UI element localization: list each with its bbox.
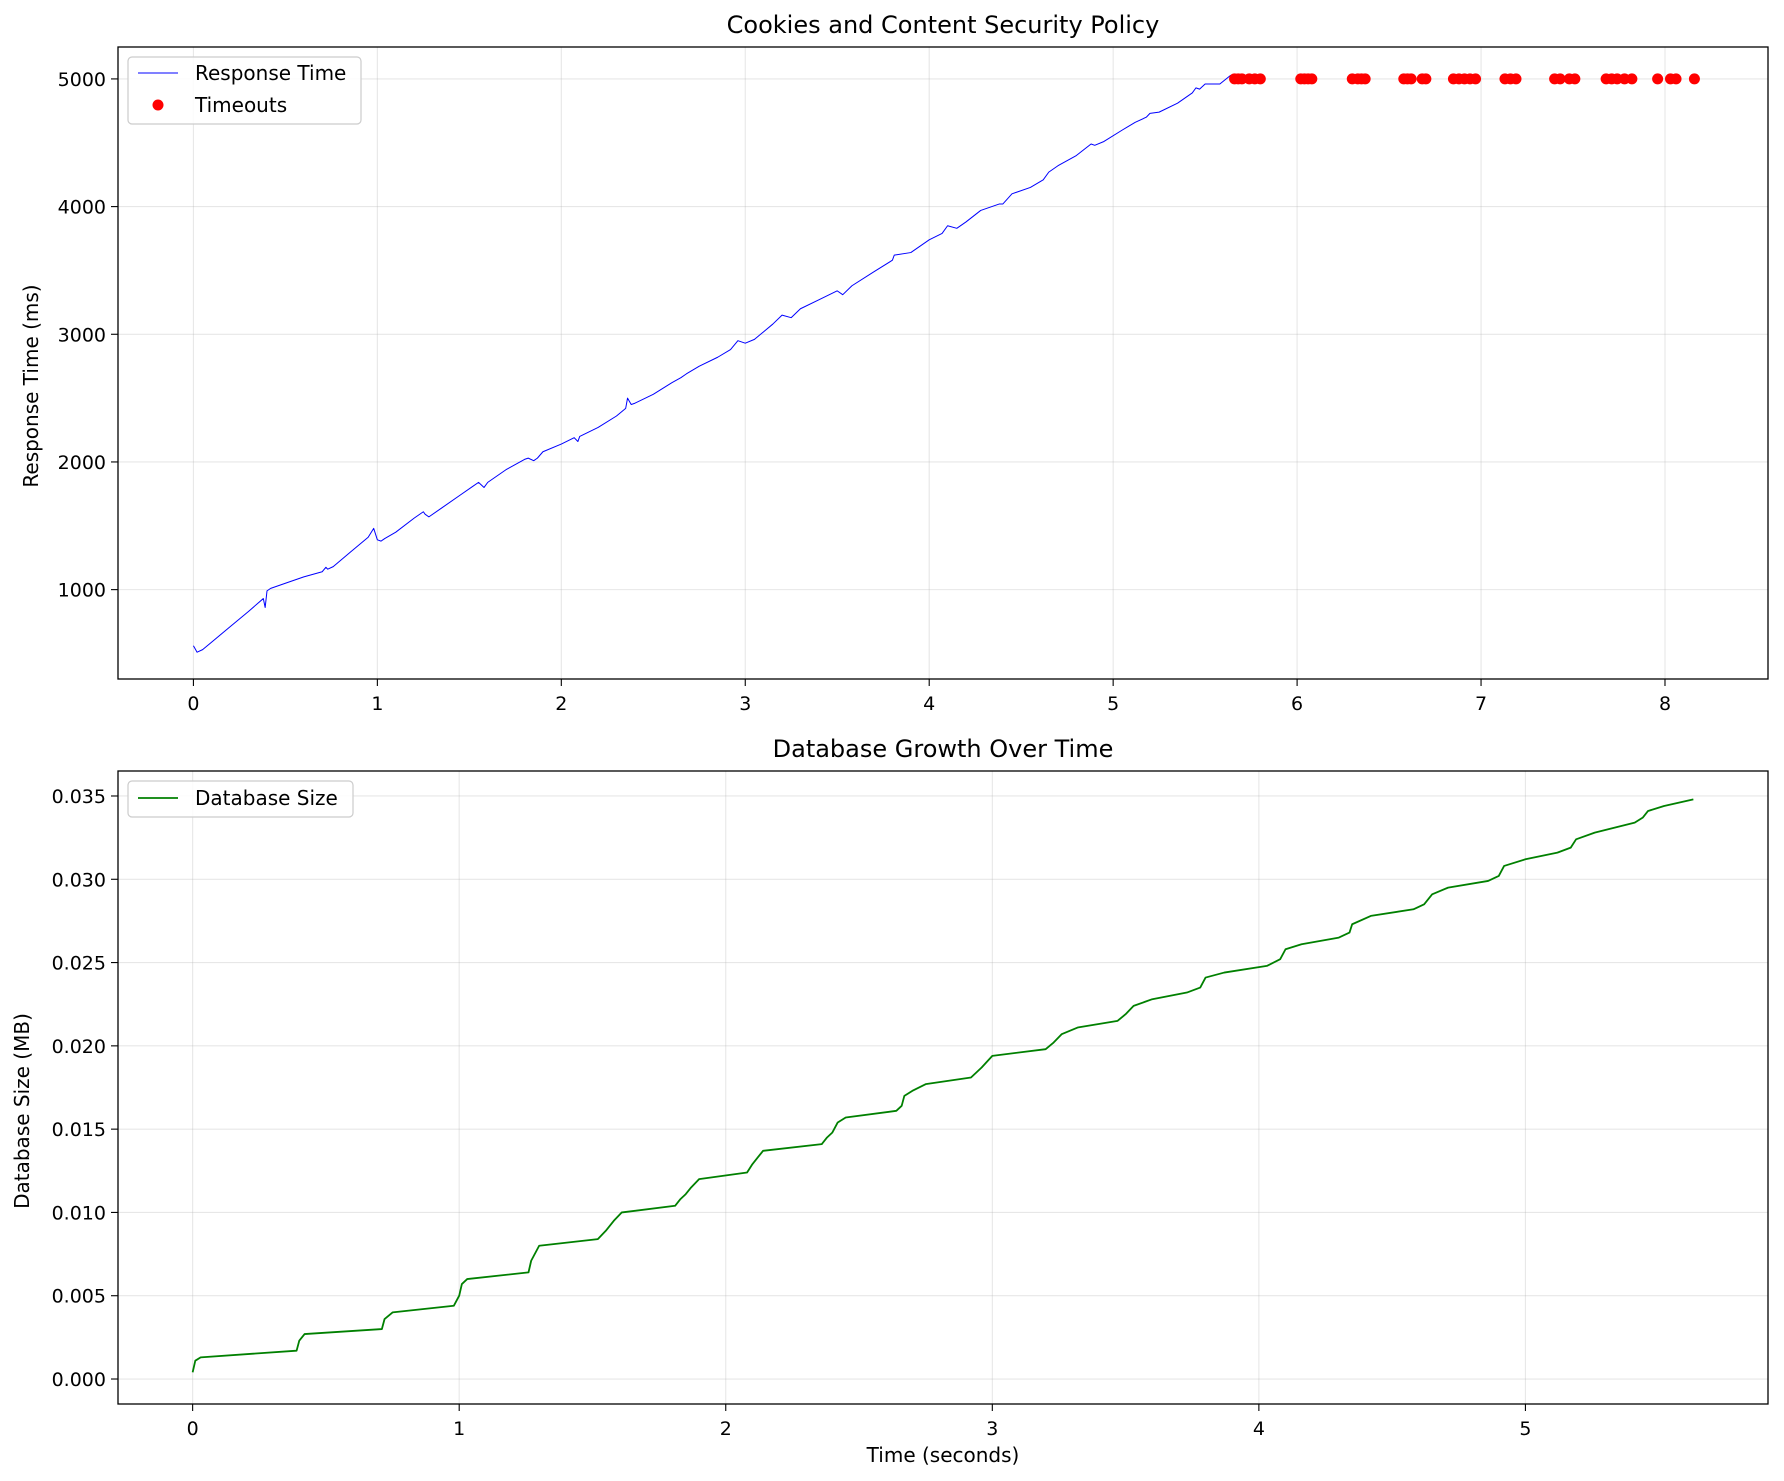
x-tick-label: 4 <box>923 693 935 715</box>
y-tick-label: 0.035 <box>52 786 106 808</box>
x-tick-label: 2 <box>720 1418 732 1440</box>
timeouts-point <box>1254 73 1266 85</box>
x-tick-label: 8 <box>1659 693 1671 715</box>
timeouts-point <box>1554 73 1566 85</box>
timeouts-point <box>1688 73 1700 85</box>
database-growth-grid <box>118 771 1768 1404</box>
y-tick-label: 0.025 <box>52 953 106 975</box>
timeouts-point <box>1670 73 1682 85</box>
y-tick-label: 0.000 <box>52 1369 106 1391</box>
time-x-axis-label: Time (seconds) <box>866 1443 1020 1467</box>
timeouts-point <box>1405 73 1417 85</box>
timeouts-legend-label: Timeouts <box>194 93 287 117</box>
y-tick-label: 3000 <box>58 324 106 346</box>
y-tick-label: 0.005 <box>52 1286 106 1308</box>
database-size-legend: Database Size <box>127 780 354 818</box>
timeouts-point <box>1470 73 1482 85</box>
response-time-line <box>192 74 1232 653</box>
response-time-ticks: 0 1 2 3 4 5 6 7 8 1000 2000 3000 4000 5000 <box>58 69 1671 715</box>
x-tick-label: 7 <box>1475 693 1487 715</box>
x-tick-label: 5 <box>1519 1418 1531 1440</box>
y-tick-label: 5000 <box>58 69 106 91</box>
y-tick-label: 2000 <box>58 452 106 474</box>
database-growth-ticks: 0 1 2 3 4 5 0.000 0.005 0.010 0.015 0.020 0.025 0.03… <box>52 786 1532 1440</box>
x-tick-label: 5 <box>1107 693 1119 715</box>
response-time-legend-box <box>127 56 362 125</box>
database-growth-title: Database Growth Over Time <box>773 735 1114 763</box>
y-tick-label: 0.020 <box>52 1036 106 1058</box>
timeouts-point <box>1359 73 1371 85</box>
database-size-line <box>191 798 1694 1373</box>
response-time-panel: Cookies and Content Security Policy Resp… <box>19 11 1769 715</box>
x-tick-label: 6 <box>1291 693 1303 715</box>
y-tick-label: 0.030 <box>52 869 106 891</box>
timeouts-point <box>1626 73 1638 85</box>
response-time-legend-label: Response Time <box>195 61 346 85</box>
timeouts-legend-marker <box>152 99 164 111</box>
database-growth-panel: Database Growth Over Time Database Size … <box>10 735 1769 1467</box>
response-time-plot-frame <box>117 46 1769 680</box>
response-time-grid <box>118 47 1768 679</box>
y-tick-label: 0.010 <box>52 1202 106 1224</box>
x-tick-label: 0 <box>187 1418 199 1440</box>
x-tick-label: 4 <box>1253 1418 1265 1440</box>
timeouts-point <box>1652 73 1664 85</box>
y-tick-label: 0.015 <box>52 1119 106 1141</box>
response-time-marks <box>192 73 1700 653</box>
database-size-y-axis-label: Database Size (MB) <box>10 1013 34 1209</box>
x-tick-label: 3 <box>986 1418 998 1440</box>
database-growth-marks <box>191 798 1694 1373</box>
response-time-y-axis-label: Response Time (ms) <box>19 284 43 487</box>
x-tick-label: 1 <box>453 1418 465 1440</box>
database-size-legend-label: Database Size <box>195 786 338 810</box>
x-tick-label: 2 <box>555 693 567 715</box>
x-tick-label: 1 <box>371 693 383 715</box>
database-size-legend-box <box>127 780 354 818</box>
database-growth-plot-frame <box>117 770 1769 1405</box>
response-time-title: Cookies and Content Security Policy <box>727 11 1160 39</box>
y-tick-label: 4000 <box>58 197 106 219</box>
timeouts-point <box>1420 73 1432 85</box>
x-tick-label: 0 <box>187 693 199 715</box>
timeouts-point <box>1569 73 1581 85</box>
x-tick-label: 3 <box>739 693 751 715</box>
timeouts-point <box>1306 73 1318 85</box>
y-tick-label: 1000 <box>58 580 106 602</box>
response-time-legend: Response Time Timeouts <box>127 56 362 125</box>
timeouts-point <box>1510 73 1522 85</box>
